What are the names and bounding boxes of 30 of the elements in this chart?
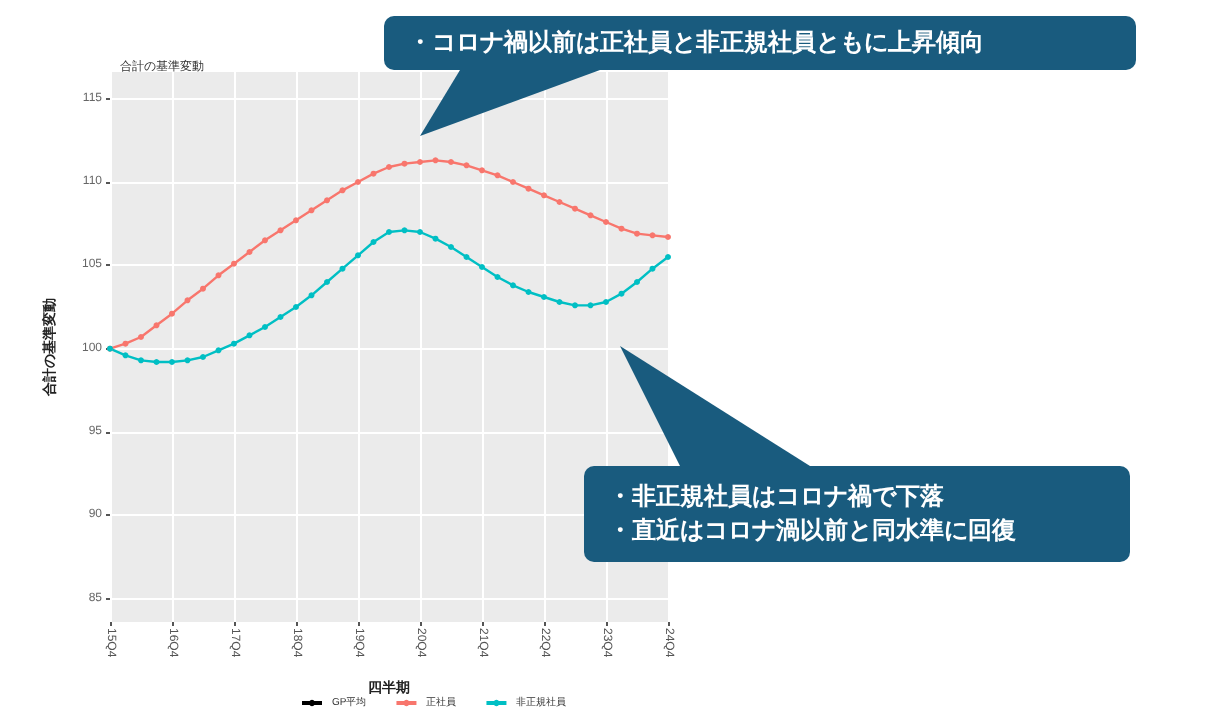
point: [153, 359, 160, 365]
point: [463, 254, 470, 260]
point: [634, 230, 640, 237]
annotation: ・直近はコロナ渦以前と同水準に回復: [608, 514, 1016, 548]
point: [510, 282, 516, 289]
point: [262, 237, 268, 244]
point: [324, 197, 330, 204]
point: [541, 192, 547, 199]
point: [525, 289, 532, 295]
point: [231, 260, 237, 267]
point: [572, 302, 578, 309]
annotation: ・非正規社員はコロナ禍で下落: [608, 480, 946, 514]
point: [355, 252, 361, 259]
line-series: [107, 227, 671, 365]
point: [293, 217, 299, 224]
line-series: [107, 157, 671, 352]
point: [665, 254, 671, 260]
point: [246, 249, 253, 255]
point: [138, 357, 144, 364]
point: [494, 274, 501, 280]
text: ・コロナ禍以前は正社員と非正規社員ともに上昇傾向: [408, 26, 984, 60]
point: [556, 299, 563, 305]
point: [572, 205, 578, 212]
point: [200, 285, 206, 292]
point: [479, 167, 485, 174]
point: [169, 310, 175, 317]
point: [231, 340, 237, 347]
point: [277, 314, 284, 320]
point: [556, 199, 563, 205]
point: [370, 239, 377, 245]
